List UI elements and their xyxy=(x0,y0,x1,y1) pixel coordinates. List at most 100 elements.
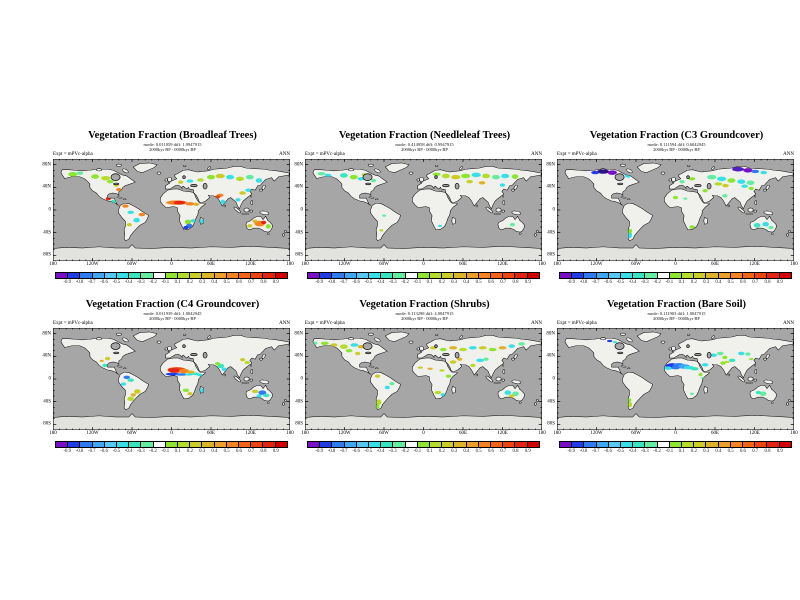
anomaly-patch xyxy=(247,224,253,228)
colorbar-tick-label: -0.4 xyxy=(124,449,133,454)
anomaly-patch xyxy=(123,375,131,379)
season-label: ANN xyxy=(279,321,290,326)
colorbar-tick-label: 0.1 xyxy=(426,449,433,454)
season-label: ANN xyxy=(783,152,794,157)
anomaly-patch xyxy=(483,357,489,361)
anomaly-patch xyxy=(173,200,186,205)
anomaly-patch xyxy=(720,361,726,365)
anomaly-patch xyxy=(330,343,338,347)
colorbar-tick-label: -0.6 xyxy=(352,280,360,285)
colorbar-tick-label: 0.2 xyxy=(690,280,697,285)
anomaly-patch xyxy=(679,179,685,184)
experiment-label: Expt = mPVc-alpha xyxy=(305,321,345,326)
anomaly-patch xyxy=(256,394,262,398)
anomaly-patch xyxy=(220,199,226,205)
anomaly-patch xyxy=(698,372,703,377)
anomaly-patch xyxy=(482,173,490,179)
anomaly-patch xyxy=(106,179,114,184)
anomaly-patch xyxy=(339,173,348,178)
colorbar-tick-label: -0.1 xyxy=(665,449,674,454)
colorbar-labels: -0.9 -0.8 -0.7 -0.6 -0.5 -0.4 -0.3 -0.2 -0.1 0.1 0… xyxy=(307,449,540,456)
colorbar-tick-label: 0.9 xyxy=(272,280,279,285)
figure-grid: Vegetation Fraction (Broadleaf Trees) mo… xyxy=(40,130,798,468)
anomaly-patch xyxy=(379,229,384,232)
anomaly-patch xyxy=(504,390,512,395)
panel-period-line: 2000kyr BP - 0000kyr BP xyxy=(401,316,448,321)
anomaly-patch xyxy=(389,381,395,386)
colorbar-tick-label: -0.2 xyxy=(401,280,409,285)
colorbar-tick-label: 0.4 xyxy=(715,449,722,454)
anomaly-patch xyxy=(664,366,673,370)
anomaly-patch xyxy=(701,363,709,367)
anomaly-patch xyxy=(168,368,181,373)
panel-stats-line: mode: 0.011059 diff: 1.9947915 xyxy=(143,142,202,147)
lon-tick-label: 120E xyxy=(245,262,256,267)
colorbar-tick-label: -0.3 xyxy=(389,449,397,454)
colorbar-tick-label: -0.4 xyxy=(376,280,385,285)
anomaly-patch xyxy=(478,346,487,350)
anomaly-patch xyxy=(370,178,377,183)
anomaly-patch xyxy=(741,184,748,188)
lon-tick-label: 60E xyxy=(206,262,216,267)
anomaly-patch xyxy=(672,195,679,200)
lon-tick-label: 120E xyxy=(497,262,508,267)
lon-tick-label: 180 xyxy=(301,431,309,436)
colorbar-tick-label: -0.8 xyxy=(579,449,588,454)
colorbar-tick-label: 0.8 xyxy=(512,280,519,285)
anomaly-patch xyxy=(265,224,271,229)
anomaly-patch xyxy=(349,174,358,180)
lat-tick-label: 0 xyxy=(552,207,556,213)
anomaly-patch xyxy=(239,191,246,195)
anomaly-patch xyxy=(215,173,225,179)
lat-tick-label: 40S xyxy=(547,230,555,236)
anomaly-patch xyxy=(748,186,754,191)
anomaly-patch xyxy=(320,341,329,345)
map-area: 80N 40N 0 40S 80S 180 120W 60W 0 60E 120E 180 xyxy=(546,328,798,436)
colorbar-tick-label: 0.8 xyxy=(764,449,771,454)
anomaly-patch xyxy=(199,219,204,224)
anomaly-patch xyxy=(244,360,250,365)
anomaly-patch xyxy=(439,347,447,352)
lat-tick-label: 40S xyxy=(295,399,303,405)
anomaly-patch xyxy=(214,362,221,366)
anomaly-patch xyxy=(509,394,515,398)
anomaly-patch xyxy=(457,357,463,361)
lon-tick-label: 0 xyxy=(170,262,173,267)
anomaly-patch xyxy=(499,183,506,187)
anomaly-blobs xyxy=(99,356,270,402)
lon-tick-label: 0 xyxy=(422,431,425,436)
anomaly-patch xyxy=(116,187,122,192)
lon-tick-label: 0 xyxy=(170,431,173,436)
lon-tick-label: 120W xyxy=(590,431,603,436)
season-label: ANN xyxy=(279,152,290,157)
colorbar-tick-label: 0.9 xyxy=(776,280,783,285)
anomaly-patch xyxy=(252,219,258,224)
anomaly-patch xyxy=(382,214,386,217)
lat-tick-label: 80N xyxy=(294,331,303,337)
lon-tick-label: 180 xyxy=(790,431,798,436)
anomaly-patch xyxy=(357,345,365,349)
anomaly-patch xyxy=(68,172,78,177)
anomaly-patch xyxy=(187,392,193,396)
colorbar-tick-label: -0.4 xyxy=(376,449,385,454)
lat-tick-label: 0 xyxy=(48,376,52,382)
colorbar-tick-label: -0.9 xyxy=(315,449,324,454)
anomaly-patch xyxy=(728,358,736,362)
anomaly-patch xyxy=(722,194,728,198)
colorbar-tick-label: 0.6 xyxy=(487,449,494,454)
map-panel-c4-groundcover: Vegetation Fraction (C4 Groundcover) mod… xyxy=(40,299,293,455)
colorbar-labels: -0.9 -0.8 -0.7 -0.6 -0.5 -0.4 -0.3 -0.2 -0.1 0.1 0… xyxy=(559,280,792,287)
anomaly-patch xyxy=(727,178,736,183)
lon-tick-label: 120W xyxy=(590,262,603,267)
anomaly-patch xyxy=(722,183,729,188)
anomaly-patch xyxy=(236,176,244,182)
anomaly-patch xyxy=(226,174,235,180)
anomaly-patch xyxy=(245,174,254,180)
lon-tick-label: 180 xyxy=(553,431,561,436)
colorbar-tick-label: -0.6 xyxy=(100,280,108,285)
anomaly-patch xyxy=(239,358,246,362)
lon-tick-label: 120W xyxy=(86,431,99,436)
anomaly-patch xyxy=(432,172,441,176)
colorbar-tick-label: -0.1 xyxy=(665,280,674,285)
colorbar-cell xyxy=(778,441,792,448)
